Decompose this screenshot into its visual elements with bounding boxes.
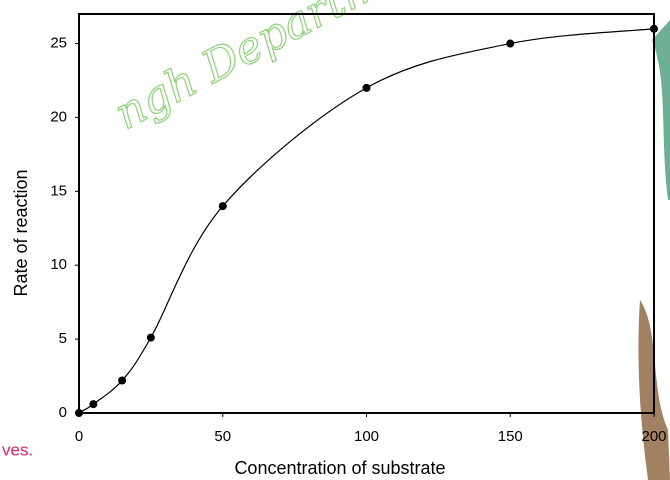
y-tick-label: 0: [59, 404, 67, 421]
watermark: ngh Departm: [107, 0, 391, 140]
y-tick-label: 5: [59, 330, 67, 347]
y-axis-title: Rate of reaction: [11, 169, 31, 296]
page: ngh Departm ves. Concentration of substr…: [0, 0, 670, 480]
x-tick-label: 100: [354, 428, 379, 445]
side-note: ves.: [2, 440, 33, 459]
x-tick-label: 150: [498, 428, 523, 445]
y-tick-label: 10: [50, 256, 67, 273]
point: [118, 376, 126, 384]
x-tick-label: 0: [75, 428, 83, 445]
point: [650, 25, 658, 33]
point: [75, 409, 83, 417]
x-tick-label: 200: [641, 428, 666, 445]
point: [506, 40, 514, 48]
point: [89, 400, 97, 408]
chart: ngh Departm ves. Concentration of substr…: [0, 0, 670, 480]
y-tick-label: 15: [50, 182, 67, 199]
y-tick-label: 25: [50, 35, 67, 52]
point: [363, 84, 371, 92]
point: [219, 202, 227, 210]
point: [147, 334, 155, 342]
x-axis-title: Concentration of substrate: [234, 458, 445, 478]
x-tick-label: 50: [214, 428, 231, 445]
y-tick-label: 20: [50, 108, 67, 125]
